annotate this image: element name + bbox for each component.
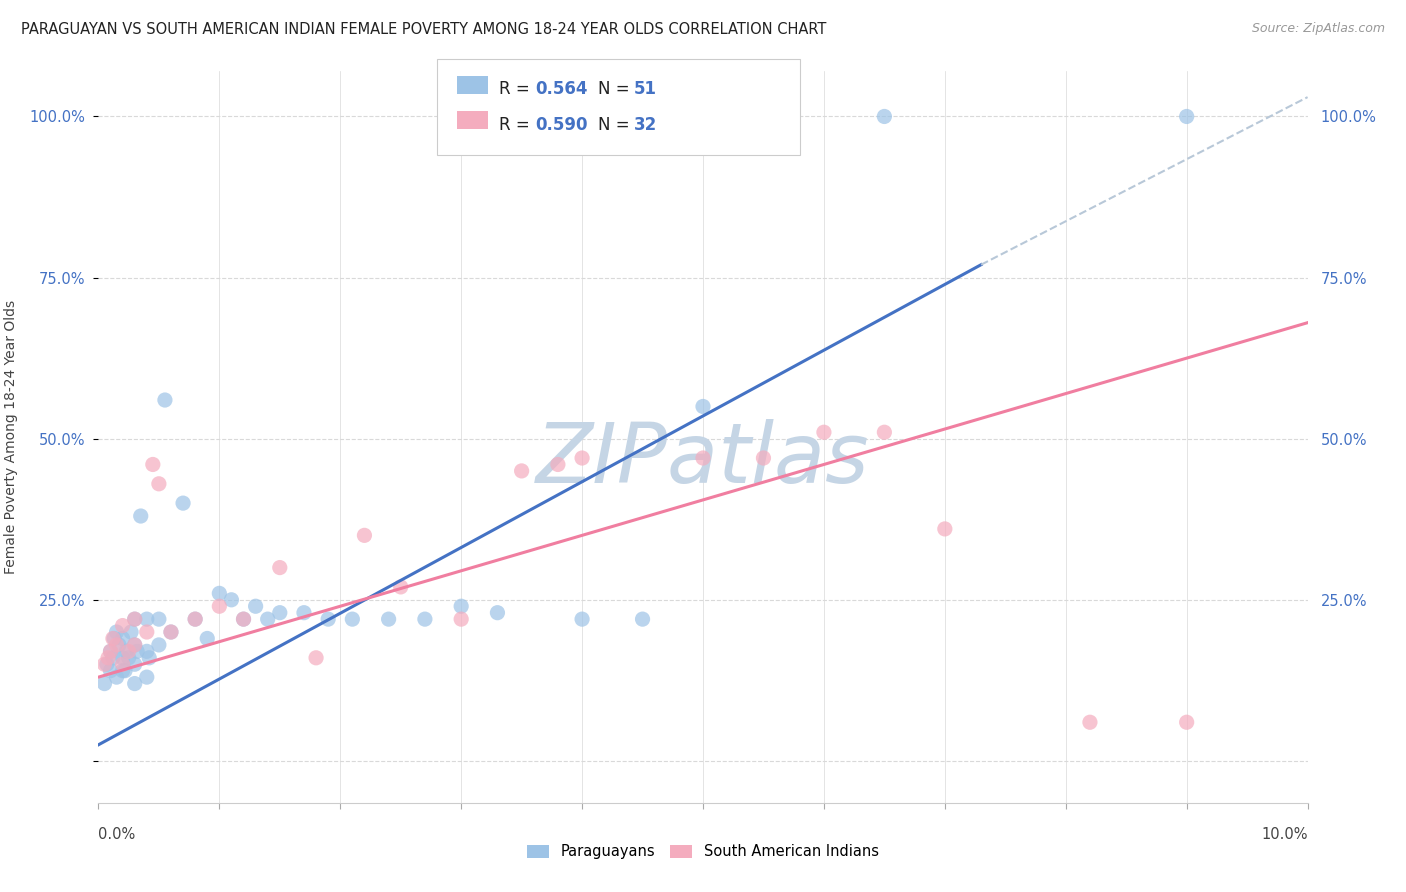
Point: [100, 644, 122, 658]
Point: [111, 657, 134, 672]
Legend: Paraguayans, South American Indians: Paraguayans, South American Indians: [522, 838, 884, 865]
Point: [124, 657, 146, 672]
Point: [124, 612, 146, 626]
Point: [269, 606, 291, 620]
Point: [353, 528, 375, 542]
Point: [100, 644, 122, 658]
Point: [124, 612, 146, 626]
Point: [692, 450, 714, 465]
Point: [389, 580, 412, 594]
Point: [127, 644, 149, 658]
Point: [135, 644, 157, 658]
Point: [208, 599, 231, 614]
Text: N =: N =: [598, 116, 634, 134]
Point: [111, 632, 134, 646]
Point: [160, 625, 183, 640]
Point: [486, 606, 509, 620]
Point: [114, 664, 136, 678]
Point: [292, 606, 315, 620]
Point: [1078, 715, 1101, 730]
Point: [111, 664, 134, 678]
Point: [547, 458, 569, 472]
Point: [97, 650, 120, 665]
Point: [172, 496, 194, 510]
Text: 0.0%: 0.0%: [98, 827, 135, 842]
Point: [101, 650, 124, 665]
Point: [377, 612, 399, 626]
Point: [93, 657, 115, 672]
Point: [413, 612, 436, 626]
Point: [105, 670, 128, 684]
Point: [1175, 715, 1198, 730]
Point: [148, 476, 170, 491]
Point: [135, 625, 157, 640]
Point: [1175, 110, 1198, 124]
Point: [111, 650, 134, 665]
Point: [108, 638, 131, 652]
Y-axis label: Female Poverty Among 18-24 Year Olds: Female Poverty Among 18-24 Year Olds: [4, 300, 18, 574]
Point: [208, 586, 231, 600]
Point: [316, 612, 339, 626]
Point: [135, 670, 157, 684]
Point: [184, 612, 207, 626]
Point: [105, 625, 128, 640]
Point: [118, 650, 141, 665]
Point: [148, 612, 170, 626]
Point: [752, 450, 775, 465]
Text: 10.0%: 10.0%: [1261, 827, 1308, 842]
Text: Source: ZipAtlas.com: Source: ZipAtlas.com: [1251, 22, 1385, 36]
Point: [631, 612, 654, 626]
Point: [195, 632, 218, 646]
Point: [120, 625, 142, 640]
Point: [245, 599, 267, 614]
Point: [101, 632, 124, 646]
Point: [96, 657, 118, 672]
Point: [135, 612, 157, 626]
Text: 0.590: 0.590: [536, 116, 588, 134]
Text: 0.564: 0.564: [536, 80, 588, 98]
Text: 32: 32: [634, 116, 658, 134]
Point: [142, 458, 165, 472]
Point: [124, 638, 146, 652]
Point: [510, 464, 533, 478]
Point: [129, 509, 152, 524]
Point: [692, 400, 714, 414]
Point: [342, 612, 364, 626]
Point: [184, 612, 207, 626]
Point: [221, 592, 243, 607]
Text: R =: R =: [499, 116, 536, 134]
Text: R =: R =: [499, 80, 536, 98]
Text: ZIPatlas: ZIPatlas: [536, 418, 870, 500]
Point: [124, 638, 146, 652]
Point: [450, 599, 472, 614]
Text: N =: N =: [598, 80, 634, 98]
Point: [450, 612, 472, 626]
Point: [571, 612, 593, 626]
Point: [93, 676, 115, 690]
Point: [105, 638, 128, 652]
Point: [118, 644, 141, 658]
Point: [256, 612, 278, 626]
Point: [138, 650, 160, 665]
Point: [873, 425, 896, 440]
Point: [115, 644, 138, 658]
Point: [873, 110, 896, 124]
Point: [934, 522, 956, 536]
Point: [305, 650, 328, 665]
Text: PARAGUAYAN VS SOUTH AMERICAN INDIAN FEMALE POVERTY AMONG 18-24 YEAR OLDS CORRELA: PARAGUAYAN VS SOUTH AMERICAN INDIAN FEMA…: [21, 22, 827, 37]
Point: [232, 612, 254, 626]
Point: [571, 450, 593, 465]
Point: [100, 664, 122, 678]
Point: [124, 676, 146, 690]
Point: [160, 625, 183, 640]
Point: [103, 632, 125, 646]
Point: [153, 392, 176, 407]
Text: 51: 51: [634, 80, 657, 98]
Point: [111, 618, 134, 632]
Point: [269, 560, 291, 574]
Point: [813, 425, 835, 440]
Point: [232, 612, 254, 626]
Point: [148, 638, 170, 652]
